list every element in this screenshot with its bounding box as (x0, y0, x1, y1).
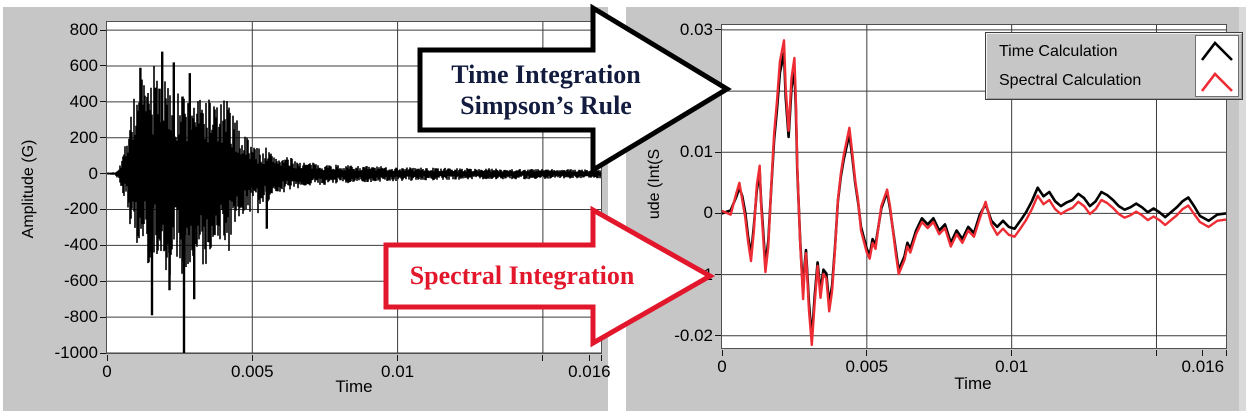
y-tick-label: 0 (88, 163, 98, 183)
y-tick-mark (100, 208, 106, 210)
time-arrow-line2: Simpson’s Rule (460, 91, 632, 120)
y-tick-mark (715, 29, 721, 31)
y-tick-label: -1000 (54, 343, 98, 362)
y-tick-mark (100, 280, 106, 282)
x-tick-mark (588, 355, 590, 361)
right-x-axis-title: Time (954, 374, 992, 393)
y-tick-mark (715, 212, 721, 214)
panel-edge-highlight (1239, 7, 1246, 411)
x-tick-mark (1155, 350, 1157, 356)
y-tick-label: 600 (69, 55, 98, 75)
y-tick-label: 800 (69, 20, 98, 40)
x-tick-mark (542, 355, 544, 361)
y-tick-label: -400 (63, 235, 98, 255)
y-tick-label: -800 (63, 307, 98, 327)
legend-item-spectral-calculation[interactable]: Spectral Calculation (999, 71, 1142, 89)
x-tick-label: 0.01 (381, 362, 415, 381)
x-tick-label: 0 (102, 362, 112, 381)
x-tick-mark (106, 355, 108, 361)
x-tick-mark (397, 355, 399, 361)
y-tick-mark (100, 101, 106, 103)
x-tick-mark (1225, 350, 1227, 356)
spectral-calculation-trace (720, 39, 1228, 347)
spectral-integration-arrow-label: Spectral Integration (409, 261, 635, 290)
y-tick-mark (715, 90, 721, 92)
time-calculation-line-sample-icon (1200, 41, 1233, 61)
y-tick-mark (100, 65, 106, 67)
x-tick-label: 0.005 (231, 362, 274, 381)
x-tick-mark (1202, 350, 1204, 356)
y-tick-label: -0.02 (674, 325, 713, 345)
spectral-calculation-line-sample-icon (1200, 72, 1233, 92)
y-tick-label: -200 (63, 199, 98, 219)
y-tick-label: 200 (69, 127, 98, 147)
y-tick-mark (715, 274, 721, 276)
y-tick-mark (100, 29, 106, 31)
x-tick-label: 0.016 (568, 362, 611, 381)
y-tick-mark (100, 352, 106, 354)
y-tick-mark (100, 137, 106, 139)
y-tick-mark (715, 335, 721, 337)
integration-waveforms-canvas (720, 25, 1228, 348)
x-tick-mark (600, 355, 602, 361)
x-tick-label: 0.005 (845, 357, 889, 376)
y-tick-label: 0.01 (679, 142, 713, 162)
x-tick-label: 0 (717, 357, 727, 376)
x-tick-mark (251, 355, 253, 361)
legend-item-time-calculation[interactable]: Time Calculation (999, 42, 1118, 60)
legend-line-samples[interactable] (1195, 35, 1239, 97)
x-tick-mark (1011, 350, 1013, 356)
y-tick-mark (100, 173, 106, 175)
y-tick-label: 0.03 (679, 19, 713, 39)
y-tick-mark (100, 244, 106, 246)
y-tick-mark (100, 316, 106, 318)
y-tick-label: 400 (69, 91, 98, 111)
y-tick-mark (715, 151, 721, 153)
x-tick-label: 0.01 (995, 357, 1029, 376)
x-tick-mark (721, 350, 723, 356)
x-tick-label: 0.016 (1181, 357, 1225, 376)
plot-legend: Time Calculation Spectral Calculation (985, 32, 1243, 100)
y-tick-label: -600 (63, 271, 98, 291)
left-y-axis-title: Amplitude (G) (20, 139, 37, 239)
time-integration-arrow-label: Time Integration Simpson’s Rule (420, 59, 672, 121)
left-x-axis-title: Time (335, 377, 373, 396)
legend-labels: Time Calculation Spectral Calculation (986, 33, 1195, 99)
shock-spikes (139, 51, 268, 353)
y-tick-label: 0 (703, 203, 713, 223)
x-tick-mark (866, 350, 868, 356)
time-arrow-line1: Time Integration (451, 60, 641, 89)
legend-sample-canvas (1200, 41, 1233, 92)
